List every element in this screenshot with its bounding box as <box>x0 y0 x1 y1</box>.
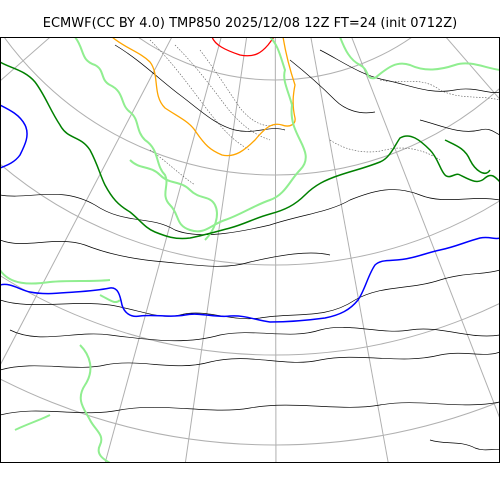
terrain-contours <box>149 39 500 186</box>
map-frame <box>0 37 500 463</box>
latitude-circle <box>0 163 500 266</box>
meridian <box>310 37 389 463</box>
meridian <box>184 37 248 463</box>
coastlines <box>0 44 500 451</box>
contour-darkgreen <box>444 139 491 174</box>
map-title: ECMWF(CC BY 4.0) TMP850 2025/12/08 12Z F… <box>42 16 458 31</box>
latitude-circle <box>137 37 413 81</box>
contour-lightgreen <box>0 37 500 463</box>
contour-blue <box>0 236 500 323</box>
contour-red <box>211 37 275 57</box>
latitude-circle <box>0 378 500 446</box>
latitude-circle <box>0 274 500 356</box>
contour-orange <box>111 37 296 157</box>
latitude-circle <box>3 37 500 176</box>
contour-blue <box>0 104 28 169</box>
meridian <box>351 37 500 420</box>
meridian <box>274 37 277 463</box>
contour-darkgreen <box>0 61 500 240</box>
meridian <box>445 37 500 101</box>
meridian <box>0 37 173 367</box>
meridian <box>104 37 222 463</box>
